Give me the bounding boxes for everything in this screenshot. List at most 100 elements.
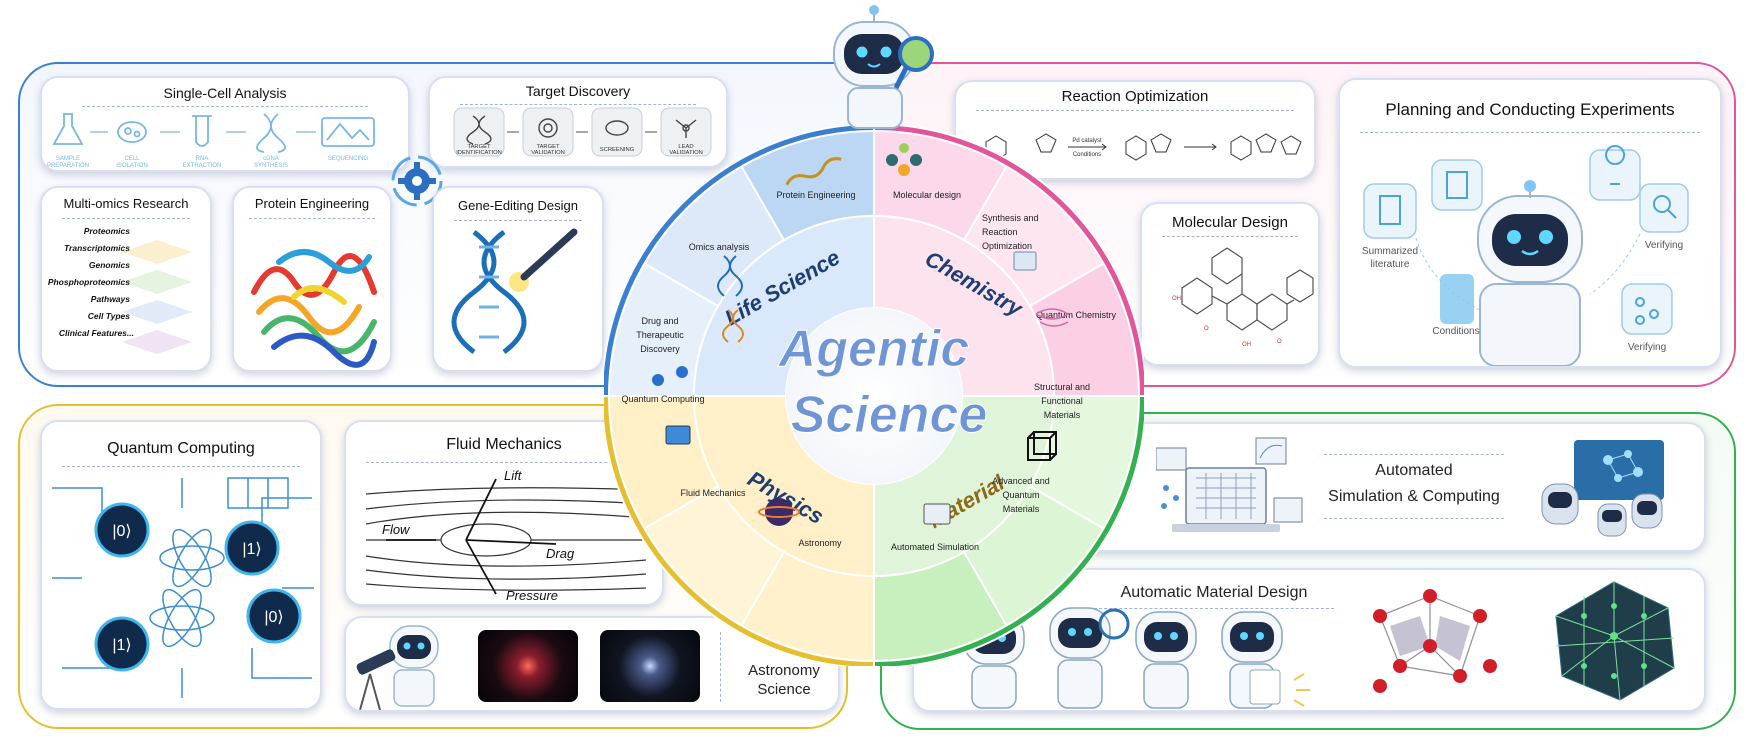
- fluid-mechanics-title: Fluid Mechanics: [446, 436, 562, 453]
- target-discovery-title: Target Discovery: [525, 83, 631, 99]
- step-target-val: TARGET: [536, 144, 560, 150]
- document-icon: [1379, 195, 1401, 225]
- dna-scissors-image: [451, 228, 578, 354]
- step-cdna: cDNA: [263, 156, 279, 162]
- layer-4: Pathways: [91, 294, 130, 304]
- robots-at-screen-illustration: [1541, 440, 1664, 537]
- agentic-science-wheel: Agentic Science Life Science Chemistry P…: [604, 126, 1144, 666]
- svg-text:VALIDATION: VALIDATION: [669, 150, 703, 156]
- ring-astronomy: Astronomy: [798, 538, 842, 548]
- magnifier-icon: [1098, 608, 1130, 640]
- galaxy-image-2: [600, 630, 700, 702]
- omics-layers: Proteomics Transcriptomics Genomics Phos…: [48, 226, 192, 354]
- telescope-robot: [356, 625, 439, 710]
- sequencer-icon: [321, 117, 375, 147]
- planning-experiments-card: Planning and Conducting Experiments: [1338, 78, 1722, 368]
- automated-title-line2: Simulation & Computing: [1328, 488, 1500, 505]
- protein-structure-image: [251, 249, 377, 368]
- galaxy-image-1: [478, 630, 578, 702]
- ring-advanced: Advanced and: [992, 476, 1050, 486]
- crystal-structure-red: [1373, 589, 1497, 693]
- drug-dna-icon: [722, 309, 744, 343]
- automatic-material-design-card: Automatic Material Design: [912, 568, 1706, 712]
- single-cell-analysis-title: Single-Cell Analysis: [163, 85, 287, 101]
- multi-omics-card: Multi-omics Research Proteomics Transcri…: [40, 186, 212, 372]
- conditions-label: Conditions: [1073, 152, 1101, 158]
- dna-icon: [466, 115, 492, 145]
- lab-icon: [1013, 251, 1037, 271]
- svg-text:literature: literature: [1371, 259, 1410, 270]
- verifying-bottom-label: Verifying: [1628, 342, 1666, 353]
- target-discovery-card: Target Discovery TARGET IDENTIFICATION TA…: [428, 76, 728, 168]
- molecular-design-title: Molecular Design: [1172, 214, 1288, 231]
- svg-text:Materials: Materials: [1003, 504, 1040, 514]
- target-icon: [538, 118, 558, 138]
- flask-icon: [52, 113, 84, 145]
- omics-dna-icon: [717, 255, 743, 297]
- protein-engineering-card: Protein Engineering: [232, 186, 392, 372]
- reaction-scheme: Pd catalyst Conditions: [985, 133, 1302, 161]
- planet-icon: [765, 498, 793, 526]
- ring-protein-engineering: Protein Engineering: [776, 190, 855, 200]
- layer-1: Transcriptomics: [64, 243, 130, 253]
- crystal-structure-teal: [1555, 581, 1675, 701]
- summarized-literature-label: Summarized: [1362, 246, 1418, 257]
- airflow-diagram: Lift Flow Drag Pressure: [365, 468, 647, 603]
- qubit-3: |0⟩: [264, 609, 283, 626]
- automated-title-line1: Automated: [1375, 462, 1453, 479]
- quantum-circuit-illustration: |0⟩ |1⟩ |1⟩ |0⟩: [52, 477, 314, 698]
- step-target-id: TARGET: [467, 144, 491, 150]
- molecule-structure: OH O OH O: [1172, 247, 1314, 348]
- svg-text:EXTRACTION: EXTRACTION: [183, 163, 222, 169]
- cell-icon: [117, 121, 147, 143]
- svg-text:Optimization: Optimization: [982, 241, 1032, 251]
- verifying-top-label: Verifying: [1645, 240, 1683, 251]
- svg-text:SYNTHESIS: SYNTHESIS: [254, 163, 288, 169]
- layer-2: Genomics: [89, 260, 130, 270]
- magnifier-globe-icon: [898, 36, 934, 72]
- ring-automated-simulation: Automated Simulation: [891, 542, 979, 552]
- top-robot-with-magnifier: [833, 5, 934, 129]
- svg-text:Quantum: Quantum: [1002, 490, 1039, 500]
- lift-label: Lift: [504, 468, 523, 483]
- step-rna: RNA: [196, 156, 209, 162]
- svg-text:VALIDATION: VALIDATION: [531, 150, 565, 156]
- svg-text:Reaction: Reaction: [982, 227, 1018, 237]
- monitor-icon: [923, 503, 951, 525]
- step-lead-val: LEAD: [678, 144, 693, 150]
- ring-molecular-design: Molecular design: [893, 190, 961, 200]
- svg-text:Materials: Materials: [1044, 410, 1081, 420]
- svg-text:OH: OH: [1242, 342, 1251, 348]
- dna-icon: [256, 113, 286, 153]
- planning-experiments-title: Planning and Conducting Experiments: [1385, 100, 1675, 119]
- svg-text:IDENTIFICATION: IDENTIFICATION: [456, 150, 502, 156]
- quantum-computer-icon: [665, 425, 691, 445]
- catalyst-label: Pd catalyst: [1072, 138, 1102, 144]
- conditions-label: Conditions: [1432, 326, 1479, 337]
- qubit-0: |0⟩: [112, 523, 131, 540]
- notes-icon: [1446, 171, 1468, 199]
- nodes-icon: [1635, 297, 1645, 307]
- lattice-icon: [1027, 431, 1057, 461]
- single-cell-analysis-card: Single-Cell Analysis SAMPLE PREPARATION C…: [40, 76, 410, 172]
- ring-icons: [652, 143, 1070, 526]
- svg-text:ISOLATION: ISOLATION: [116, 163, 148, 169]
- ring-omics-analysis: Omics analysis: [689, 242, 750, 252]
- petri-dish-icon: [605, 120, 629, 136]
- svg-text:Functional: Functional: [1041, 396, 1083, 406]
- ring-quantum-chemistry: Quantum Chemistry: [1036, 310, 1117, 320]
- science-title: Science: [791, 386, 988, 444]
- ring-quantum-computing: Quantum Computing: [621, 394, 704, 404]
- refresh-gear-icon: [391, 155, 443, 207]
- laptop-simulation-illustration: [1156, 437, 1303, 532]
- step-sequencing: SEQUENCING: [328, 156, 369, 162]
- molecule-icon: [886, 143, 922, 176]
- pressure-label: Pressure: [506, 588, 558, 603]
- lightbulb-icon: [1605, 145, 1626, 185]
- step-cell-isolation: CELL: [124, 156, 140, 162]
- quantum-computing-card: Quantum Computing |0⟩ |1⟩ |1⟩ |0⟩: [40, 420, 322, 710]
- layer-6: Clinical Features...: [59, 328, 134, 338]
